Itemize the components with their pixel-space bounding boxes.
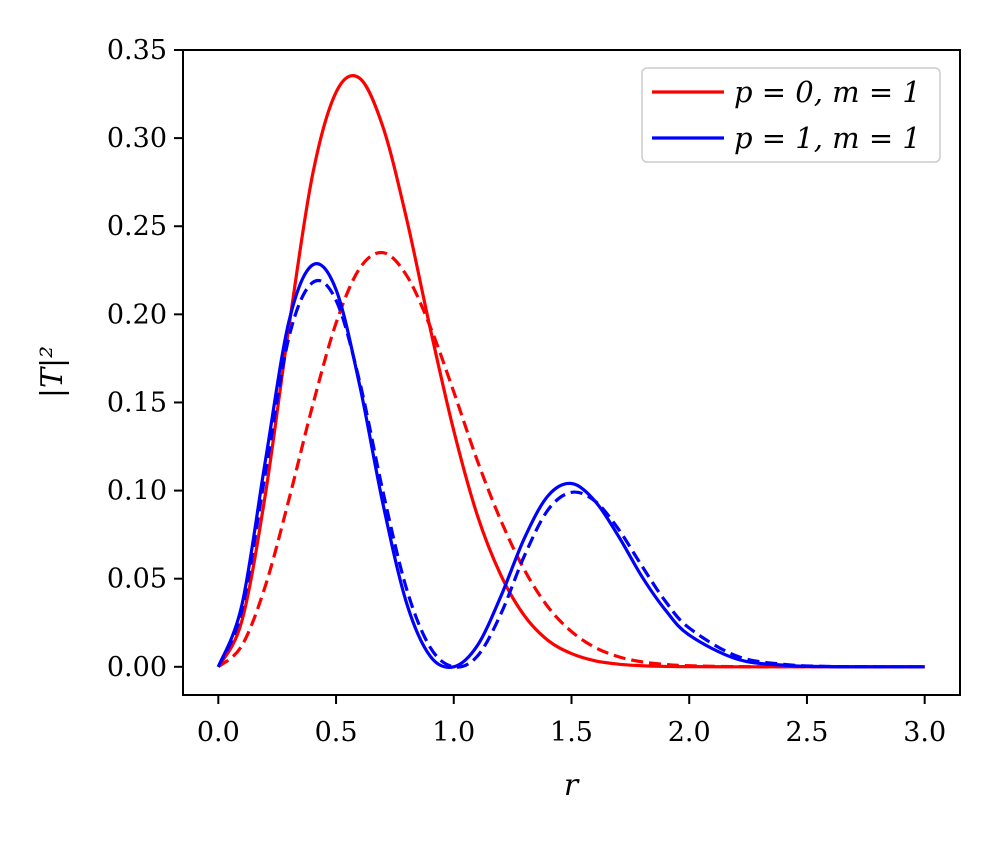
y-tick-label: 0.15 (107, 387, 167, 418)
series-layer (216, 74, 925, 669)
y-tick-label: 0.05 (107, 564, 167, 595)
x-axis-label: r (564, 768, 580, 803)
x-tick-label: 1.5 (550, 717, 593, 748)
x-tick-label: 0.0 (197, 717, 240, 748)
y-tick-label: 0.00 (107, 652, 167, 683)
legend: p = 0, m = 1 p = 1, m = 1 (641, 67, 941, 163)
x-tick-label: 2.5 (785, 717, 828, 748)
y-axis: 0.00 0.05 0.10 0.15 0.20 0.25 0.30 0.35 (107, 35, 183, 683)
legend-label: p = 1, m = 1 (734, 121, 921, 155)
series-line-3-solid (216, 262, 925, 669)
y-tick-label: 0.20 (107, 299, 167, 330)
y-tick-label: 0.30 (107, 123, 167, 154)
y-tick-label: 0.25 (107, 211, 167, 242)
x-tick-label: 3.0 (903, 717, 946, 748)
x-tick-label: 2.0 (668, 717, 711, 748)
y-tick-label: 0.35 (107, 35, 167, 66)
series-line-4-dashed (216, 278, 925, 669)
series-line-2-dashed (217, 250, 925, 669)
x-axis: 0.0 0.5 1.0 1.5 2.0 2.5 3.0 (197, 695, 946, 748)
legend-label: p = 0, m = 1 (734, 75, 921, 109)
x-tick-label: 0.5 (315, 717, 358, 748)
x-tick-label: 1.0 (432, 717, 475, 748)
y-tick-label: 0.10 (107, 476, 167, 507)
y-axis-label: |T|² (35, 346, 70, 398)
legend-entries: p = 0, m = 1 p = 1, m = 1 (652, 75, 921, 155)
